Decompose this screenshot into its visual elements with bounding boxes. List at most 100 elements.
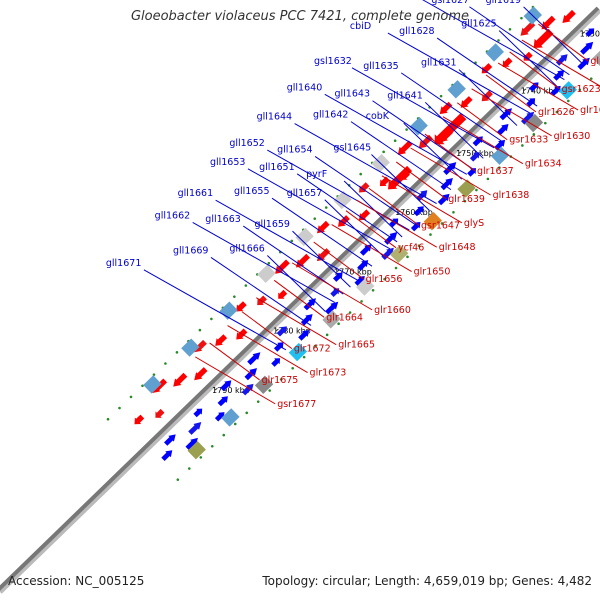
reverse-track-dot — [268, 262, 271, 265]
forward-gene-arrow — [577, 58, 589, 70]
reverse-track-dot — [176, 351, 179, 354]
label-group: gll1619gsl1627gll1621gll1625gll1628cbiDg… — [106, 0, 600, 410]
reverse-gene-label: glr1638 — [493, 190, 530, 201]
forward-track-dot — [177, 478, 180, 481]
forward-gene-arrow — [188, 422, 201, 435]
reverse-track-dot — [199, 329, 202, 332]
forward-gene-arrow — [193, 409, 202, 418]
forward-track-dot — [372, 289, 375, 292]
forward-gene-label: gll1652 — [229, 138, 265, 149]
forward-gene-arrow — [218, 396, 228, 406]
reverse-gene-label: gsr1647 — [421, 220, 460, 231]
reverse-gene-label: gsr1633 — [509, 135, 548, 146]
reverse-gene-label: glr1665 — [338, 340, 375, 351]
forward-gene-arrow — [580, 42, 593, 55]
forward-track-dot — [395, 267, 398, 270]
forward-track-dot — [590, 77, 593, 80]
forward-track-dot — [268, 389, 271, 392]
reverse-gene-arrow — [503, 57, 513, 67]
reverse-gene-label: glr1634 — [525, 159, 562, 170]
reverse-track-dot — [405, 128, 408, 131]
forward-gene-label: gll1653 — [210, 157, 246, 168]
reverse-track-dot — [245, 284, 248, 287]
reverse-track-dot — [497, 39, 500, 42]
reverse-gene-label: ycf46 — [398, 243, 424, 254]
category-block — [221, 408, 239, 426]
forward-gene-arrow — [467, 168, 476, 177]
reverse-gene-label: glr1630 — [554, 131, 591, 142]
forward-gene-label: gll1631 — [421, 58, 457, 69]
reverse-gene-arrow — [173, 373, 187, 387]
category-block — [486, 43, 504, 61]
forward-gene-label: gll1619 — [486, 0, 522, 6]
reverse-track-dot — [290, 240, 293, 243]
reverse-gene-label: glyS — [464, 218, 484, 229]
reverse-gene-arrow — [155, 409, 164, 418]
forward-gene-arrow — [247, 352, 260, 365]
reverse-track-dot — [141, 384, 144, 387]
forward-track-dot — [199, 456, 202, 459]
forward-gene-label: gll1659 — [254, 219, 290, 230]
forward-gene-label: gsl1632 — [314, 56, 352, 67]
reverse-gene-label: glr1639 — [448, 194, 485, 205]
forward-track-dot — [303, 356, 306, 359]
reverse-track-dot — [509, 28, 512, 31]
reverse-gene-label: gsr1623 — [562, 84, 600, 95]
category-block — [491, 146, 509, 164]
reverse-gene-arrow — [194, 367, 207, 380]
reverse-gene-arrow — [278, 290, 287, 299]
reverse-track-dot — [325, 206, 328, 209]
forward-leader-line — [216, 200, 358, 280]
forward-track-dot — [234, 423, 237, 426]
reverse-gene-label: glr1656 — [366, 274, 403, 285]
forward-gene-label: gll1635 — [363, 61, 399, 72]
category-block — [181, 338, 199, 356]
forward-gene-label: gll1643 — [335, 89, 371, 100]
genome-summary-text: Topology: circular; Length: 4,659,019 bp… — [262, 574, 592, 588]
reverse-track-dot — [233, 295, 236, 298]
reverse-gene-label: glr1675 — [262, 375, 299, 386]
reverse-track-dot — [164, 362, 167, 365]
forward-gene-label: gll1651 — [259, 162, 295, 173]
reverse-gene-label: glr1648 — [439, 242, 476, 253]
forward-gene-label: gll1644 — [257, 112, 293, 123]
reverse-track-dot — [394, 139, 397, 142]
reverse-gene-label: glr1673 — [310, 368, 347, 379]
map-title: Gloeobacter violaceus PCC 7421, complete… — [0, 9, 600, 24]
reverse-gene-arrow — [534, 29, 554, 48]
reverse-gene-arrow — [135, 415, 145, 425]
forward-gene-label: gsl1645 — [333, 143, 371, 154]
reverse-gene-label: glr1626 — [538, 107, 575, 118]
reverse-gene-label: gsr1677 — [277, 399, 316, 410]
forward-track-dot — [211, 445, 214, 448]
forward-track-dot — [487, 178, 490, 181]
backbone-shadow — [0, 10, 600, 592]
dot-track-group — [107, 0, 600, 481]
reverse-track-dot — [130, 396, 133, 399]
forward-gene-label: cobK — [366, 111, 390, 122]
forward-track-dot — [291, 367, 294, 370]
forward-leader-line — [193, 222, 335, 302]
reverse-gene-label: glr1664 — [326, 312, 363, 323]
reverse-gene-arrow — [215, 334, 227, 346]
forward-track-dot — [544, 122, 547, 125]
forward-gene-label: gll1655 — [234, 186, 270, 197]
forward-gene-arrow — [271, 358, 280, 367]
reverse-gene-arrow — [317, 221, 330, 233]
forward-gene-label: gll1628 — [399, 26, 435, 37]
reverse-track-dot — [210, 318, 213, 321]
category-block — [447, 80, 465, 98]
forward-gene-label: gll1642 — [313, 110, 349, 121]
forward-gene-label: gll1641 — [387, 90, 423, 101]
reverse-gene-label: glr1672 — [294, 344, 331, 355]
forward-track-dot — [222, 434, 225, 437]
accession-text: Accession: NC_005125 — [8, 574, 144, 588]
reverse-gene-label: glr1637 — [477, 166, 514, 177]
forward-track-dot — [188, 467, 191, 470]
forward-gene-label: pyrF — [306, 169, 327, 180]
forward-track-dot — [245, 412, 248, 415]
forward-gene-arrow — [360, 244, 372, 256]
forward-gene-arrow — [164, 434, 176, 445]
reverse-gene-arrow — [236, 301, 247, 311]
forward-gene-label: gll1661 — [178, 188, 214, 199]
